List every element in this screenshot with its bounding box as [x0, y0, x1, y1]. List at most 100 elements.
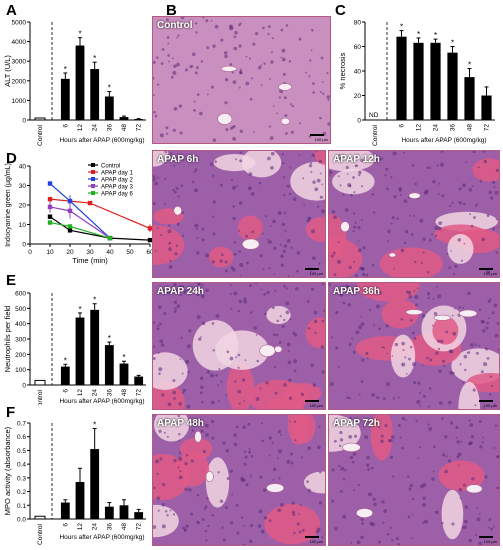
- nucleus: [259, 254, 263, 258]
- nucleus: [321, 283, 325, 286]
- nucleus: [353, 489, 356, 492]
- nucleus: [307, 216, 312, 221]
- nucleus: [424, 519, 428, 524]
- x-tick-label: 24: [92, 389, 99, 397]
- nucleus: [295, 287, 299, 291]
- nucleus: [485, 347, 489, 351]
- nucleus: [457, 238, 462, 242]
- nucleus: [337, 365, 340, 368]
- nucleus: [359, 266, 363, 271]
- x-tick-label: 6: [62, 389, 69, 393]
- nucleus: [477, 166, 480, 169]
- nucleus: [488, 190, 492, 195]
- nucleus: [348, 184, 352, 188]
- nucleus: [238, 201, 243, 205]
- nucleus: [451, 522, 455, 526]
- nucleus: [283, 244, 288, 248]
- x-tick-label: 10: [46, 249, 54, 256]
- nucleus: [452, 331, 457, 336]
- nucleus: [172, 57, 174, 60]
- nucleus: [248, 172, 253, 176]
- nucleus: [321, 80, 324, 83]
- nucleus: [270, 166, 274, 170]
- nucleus: [234, 380, 237, 383]
- nucleus: [487, 317, 490, 320]
- nucleus: [308, 164, 313, 168]
- legend-label: APAP day 1: [101, 170, 133, 176]
- necrotic-area: [329, 237, 363, 277]
- nucleus: [201, 227, 205, 231]
- nucleus: [177, 466, 180, 469]
- series-line: [49, 198, 151, 229]
- nucleus: [405, 372, 408, 375]
- nucleus: [414, 295, 419, 300]
- nucleus: [299, 504, 302, 507]
- nucleus: [220, 38, 224, 42]
- bar-control: [34, 117, 46, 121]
- nucleus: [166, 36, 170, 39]
- nucleus: [156, 56, 159, 60]
- micrograph-apap-24h: APAP 24h 100 µm: [152, 282, 326, 410]
- nucleus: [182, 158, 185, 161]
- micrograph-label: APAP 72h: [333, 418, 380, 429]
- nucleus: [238, 229, 241, 232]
- nucleus: [169, 151, 172, 155]
- nucleus: [444, 469, 448, 474]
- nucleus: [153, 321, 155, 325]
- nucleus: [223, 51, 228, 55]
- nucleus: [442, 453, 446, 457]
- nucleus: [272, 467, 277, 472]
- vessel: [458, 309, 478, 318]
- nucleus: [319, 116, 322, 120]
- nucleus: [283, 318, 286, 322]
- nucleus: [194, 223, 199, 228]
- nucleus: [314, 319, 318, 324]
- scale-label: 100 µm: [314, 137, 328, 142]
- nucleus: [387, 229, 391, 233]
- nucleus: [320, 345, 325, 349]
- nucleus: [268, 454, 271, 457]
- nucleus: [263, 62, 266, 65]
- x-tick-label: 12: [416, 124, 423, 132]
- nucleus: [211, 260, 215, 264]
- nucleus: [380, 439, 384, 443]
- y-tick-label: 0.2: [17, 489, 26, 496]
- nucleus: [233, 442, 238, 447]
- nucleus: [335, 346, 339, 350]
- nucleus: [156, 226, 159, 229]
- nucleus: [179, 470, 182, 473]
- x-tick-label: 40: [106, 249, 114, 256]
- data-point: [147, 226, 153, 231]
- nucleus: [494, 190, 499, 195]
- nucleus: [282, 249, 286, 253]
- nucleus: [153, 60, 156, 64]
- nucleus: [283, 96, 287, 100]
- y-tick-label: 20: [19, 203, 27, 210]
- x-tick-label: 48: [467, 124, 474, 132]
- nucleus: [287, 360, 292, 365]
- nucleus: [240, 516, 244, 519]
- nucleus: [460, 259, 464, 262]
- chart-alt: 0 1000 2000 3000 4000 5000 ALT (U/L) Control * 6 *…: [3, 20, 146, 146]
- nucleus: [381, 500, 385, 504]
- nucleus: [224, 506, 228, 510]
- scale-label: 100 µm: [483, 271, 497, 276]
- nucleus: [236, 185, 238, 188]
- bar: [90, 69, 100, 120]
- nucleus: [407, 515, 411, 519]
- nucleus: [433, 311, 438, 316]
- nucleus: [166, 18, 169, 22]
- nucleus: [156, 472, 159, 475]
- nucleus: [371, 393, 375, 397]
- bar-control: [34, 515, 46, 520]
- nucleus: [172, 128, 176, 132]
- nucleus: [283, 284, 286, 288]
- nucleus: [422, 503, 426, 507]
- chart-neutrophils: 0 100 200 300 400 500 600 Neutrophils per field…: [3, 291, 146, 405]
- nucleus: [217, 471, 220, 474]
- nucleus: [381, 346, 384, 349]
- data-point: [67, 224, 73, 229]
- nucleus: [190, 459, 194, 463]
- nucleus: [490, 196, 494, 200]
- nucleus: [389, 439, 393, 443]
